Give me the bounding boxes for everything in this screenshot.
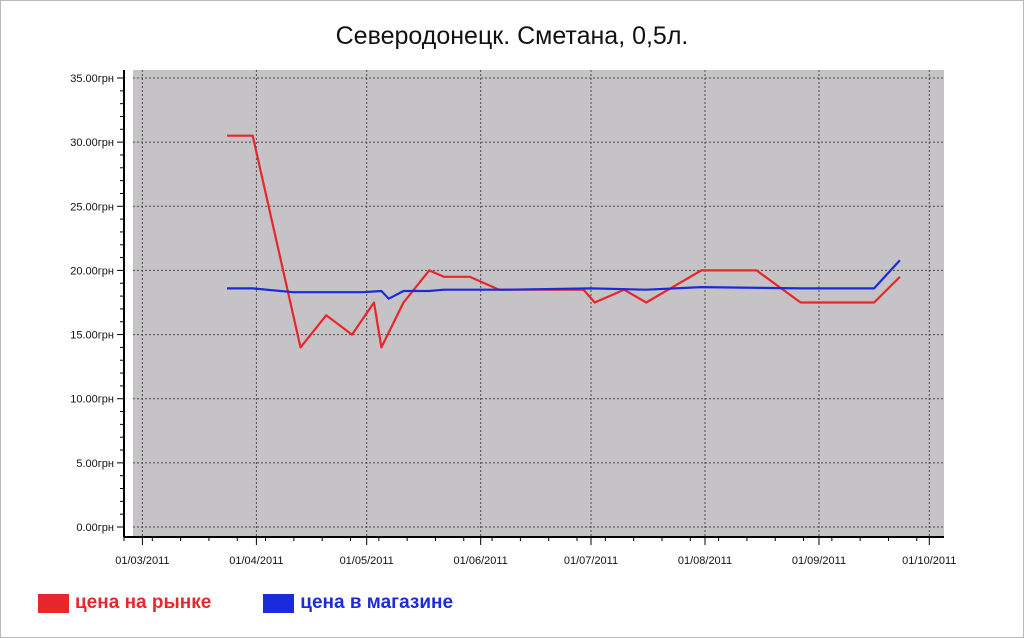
y-tick-label: 30.00грн xyxy=(70,137,114,149)
plot-area: 0.00грн 5.00грн 10.00грн 15.00грн 20.00грн 25… xyxy=(70,70,956,567)
y-tick-label: 20.00грн xyxy=(70,265,114,277)
y-tick-label: 0.00грн xyxy=(76,522,114,534)
legend-label-market: цена на рынке xyxy=(75,592,212,613)
y-tick-label: 25.00грн xyxy=(70,201,114,213)
x-tick-label: 01/09/2011 xyxy=(792,555,846,567)
x-tick-label: 01/10/2011 xyxy=(902,555,956,567)
series-line-1 xyxy=(227,259,901,300)
y-tick-label: 10.00грн xyxy=(70,394,114,406)
x-tick-label: 01/04/2011 xyxy=(229,555,283,567)
x-tick-label: 01/07/2011 xyxy=(564,555,618,567)
legend: цена на рынке цена в магазине xyxy=(38,592,505,614)
legend-item-store[interactable]: цена в магазине xyxy=(263,592,453,614)
legend-label-store: цена в магазине xyxy=(300,592,454,613)
y-tick-label: 5.00грн xyxy=(76,458,114,470)
legend-swatch-market xyxy=(38,593,69,613)
series-line-0 xyxy=(227,134,901,349)
x-tick-label: 01/05/2011 xyxy=(340,555,394,567)
x-tick-label: 01/08/2011 xyxy=(678,555,732,567)
x-tick-label: 01/06/2011 xyxy=(454,555,508,567)
legend-swatch-store xyxy=(263,593,295,613)
y-tick-label: 15.00грн xyxy=(70,330,114,342)
x-tick-label: 01/03/2011 xyxy=(115,555,169,567)
legend-item-market[interactable]: цена на рынке xyxy=(38,592,211,614)
y-tick-label: 35.00грн xyxy=(70,73,114,85)
chart-title: Северодонецк. Сметана, 0,5л. xyxy=(336,22,689,50)
